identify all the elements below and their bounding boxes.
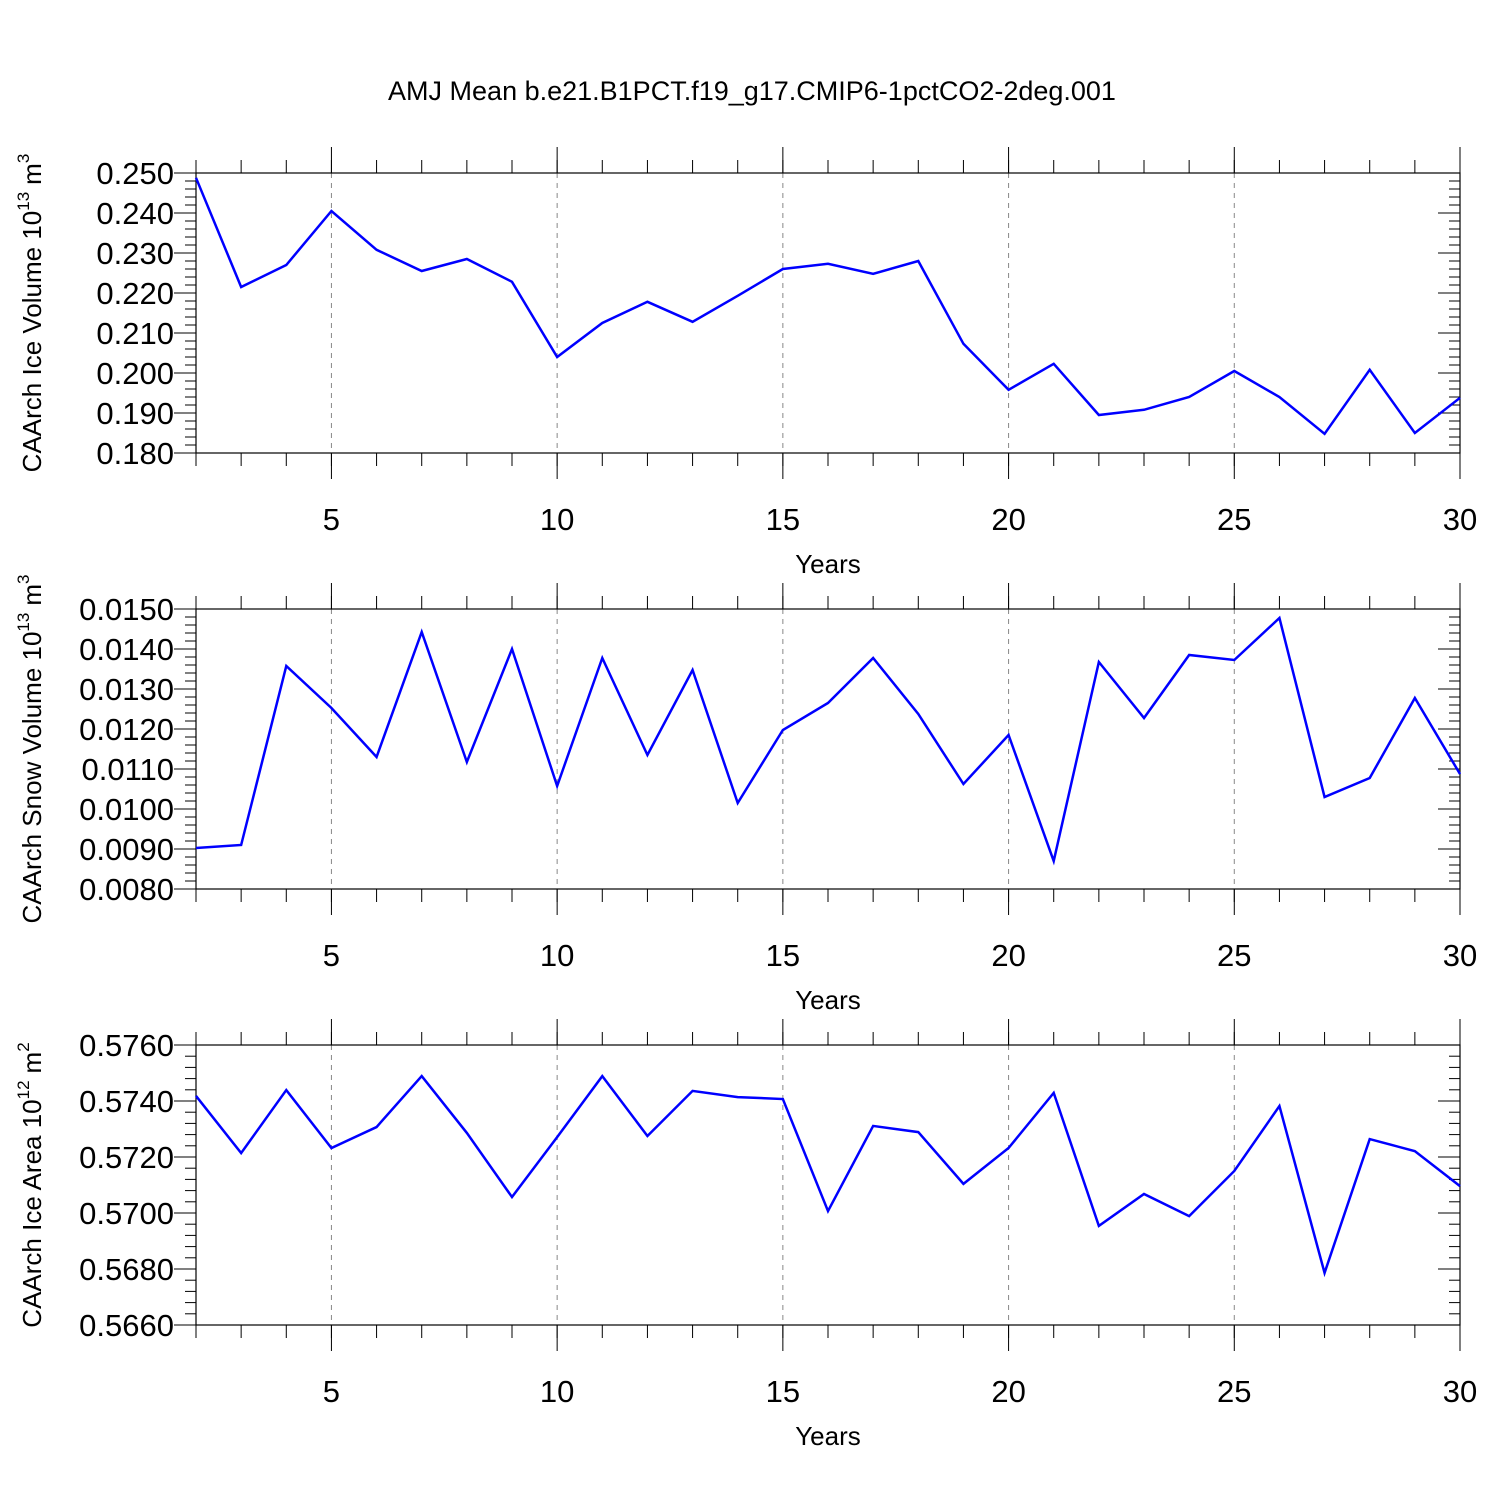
y-tick-label: 0.5720 bbox=[79, 1140, 174, 1175]
plot-frame bbox=[195, 608, 1461, 890]
x-tick-label: 25 bbox=[1217, 938, 1251, 973]
x-axis-label: Years bbox=[795, 1421, 861, 1451]
x-tick-label: 25 bbox=[1217, 1374, 1251, 1409]
y-tick-label: 0.0110 bbox=[81, 752, 174, 787]
x-tick-label: 15 bbox=[766, 938, 800, 973]
x-tick-label: 10 bbox=[540, 938, 574, 973]
y-axis-label-part: CAArch Ice Area 10 bbox=[17, 1099, 47, 1327]
y-tick-label: 0.0130 bbox=[79, 672, 174, 707]
x-axis-label: Years bbox=[795, 985, 861, 1015]
y-axis-label: CAArch Ice Volume 1013 m3 bbox=[14, 154, 47, 473]
y-axis-label-part: m bbox=[17, 163, 47, 185]
y-tick-label: 0.0140 bbox=[79, 632, 174, 667]
x-tick-label: 30 bbox=[1443, 1374, 1477, 1409]
y-tick-label: 0.5660 bbox=[79, 1308, 174, 1343]
x-tick-label: 15 bbox=[766, 502, 800, 537]
x-tick-label: 5 bbox=[323, 1374, 340, 1409]
data-line bbox=[194, 177, 1461, 436]
x-tick-label: 30 bbox=[1443, 502, 1477, 537]
y-tick-label: 0.200 bbox=[96, 356, 174, 391]
x-tick-label: 10 bbox=[540, 1374, 574, 1409]
x-tick-label: 20 bbox=[991, 938, 1025, 973]
x-tick-label: 20 bbox=[991, 502, 1025, 537]
y-tick-label: 0.190 bbox=[96, 396, 174, 431]
y-tick-label: 0.240 bbox=[96, 196, 174, 231]
y-tick-label: 0.230 bbox=[96, 236, 174, 271]
x-tick-label: 25 bbox=[1217, 502, 1251, 537]
y-tick-label: 0.0150 bbox=[79, 592, 174, 627]
data-line bbox=[195, 1073, 1461, 1278]
y-axis-label-part: 3 bbox=[14, 575, 33, 584]
y-axis-label-part: CAArch Ice Volume 10 bbox=[17, 211, 47, 473]
y-tick-label: 0.180 bbox=[96, 436, 174, 471]
y-tick-label: 0.5700 bbox=[79, 1196, 174, 1231]
y-axis-label-part: 2 bbox=[14, 1042, 33, 1051]
y-axis-label-part: m bbox=[17, 584, 47, 606]
x-tick-label: 30 bbox=[1443, 938, 1477, 973]
x-tick-label: 5 bbox=[323, 502, 340, 537]
y-axis-label-part: m bbox=[17, 1052, 47, 1074]
y-axis-label-part: 13 bbox=[14, 613, 33, 632]
y-axis-label-part: CAArch Snow Volume 10 bbox=[17, 632, 47, 924]
figure-title: AMJ Mean b.e21.B1PCT.f19_g17.CMIP6-1pctC… bbox=[388, 76, 1116, 106]
y-tick-label: 0.0120 bbox=[79, 712, 174, 747]
x-tick-label: 15 bbox=[766, 1374, 800, 1409]
y-tick-label: 0.250 bbox=[96, 156, 174, 191]
plot-frame bbox=[195, 1044, 1461, 1326]
y-axis-label: CAArch Snow Volume 1013 m3 bbox=[14, 575, 47, 924]
x-tick-label: 5 bbox=[323, 938, 340, 973]
data-line bbox=[195, 615, 1462, 866]
y-tick-label: 0.210 bbox=[96, 316, 174, 351]
x-tick-label: 20 bbox=[991, 1374, 1025, 1409]
y-tick-label: 0.220 bbox=[96, 276, 174, 311]
y-axis-label-part: 3 bbox=[14, 154, 33, 163]
y-tick-label: 0.0080 bbox=[79, 872, 174, 907]
x-axis-label: Years bbox=[795, 549, 861, 579]
y-tick-label: 0.5760 bbox=[79, 1028, 174, 1063]
y-tick-label: 0.5680 bbox=[79, 1252, 174, 1287]
x-tick-label: 10 bbox=[540, 502, 574, 537]
y-tick-label: 0.0100 bbox=[79, 792, 174, 827]
y-tick-label: 0.0090 bbox=[79, 832, 174, 867]
y-axis-label-part: 13 bbox=[14, 192, 33, 211]
y-tick-label: 0.5740 bbox=[79, 1084, 174, 1119]
plot-frame bbox=[195, 172, 1461, 454]
y-axis-label-part: 12 bbox=[14, 1080, 33, 1099]
y-axis-label: CAArch Ice Area 1012 m2 bbox=[14, 1042, 47, 1327]
